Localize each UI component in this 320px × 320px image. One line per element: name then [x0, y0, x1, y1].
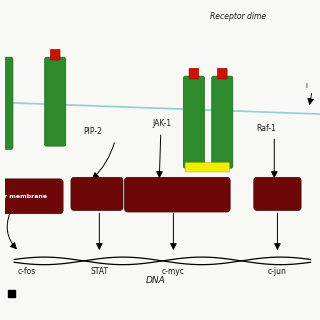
Text: r membrane: r membrane: [4, 194, 47, 199]
FancyBboxPatch shape: [44, 57, 66, 146]
FancyBboxPatch shape: [71, 177, 123, 211]
FancyBboxPatch shape: [254, 177, 301, 211]
FancyBboxPatch shape: [124, 177, 230, 212]
FancyBboxPatch shape: [0, 57, 13, 149]
FancyBboxPatch shape: [50, 49, 60, 60]
FancyBboxPatch shape: [0, 179, 63, 213]
FancyBboxPatch shape: [217, 68, 227, 79]
FancyBboxPatch shape: [183, 76, 204, 168]
Text: DNA: DNA: [146, 276, 166, 285]
Text: STAT: STAT: [90, 267, 108, 276]
Text: I: I: [306, 83, 308, 89]
Text: Raf-1: Raf-1: [256, 124, 276, 133]
Text: c-jun: c-jun: [268, 267, 287, 276]
Text: PIP-2: PIP-2: [84, 127, 102, 136]
FancyBboxPatch shape: [189, 68, 199, 79]
Text: Receptor dime: Receptor dime: [210, 12, 266, 21]
Text: c-fos: c-fos: [18, 267, 36, 276]
Bar: [8, 290, 15, 297]
FancyBboxPatch shape: [212, 76, 233, 168]
Text: JAK-1: JAK-1: [153, 119, 172, 128]
FancyBboxPatch shape: [185, 163, 229, 172]
Text: c-myc: c-myc: [162, 267, 185, 276]
